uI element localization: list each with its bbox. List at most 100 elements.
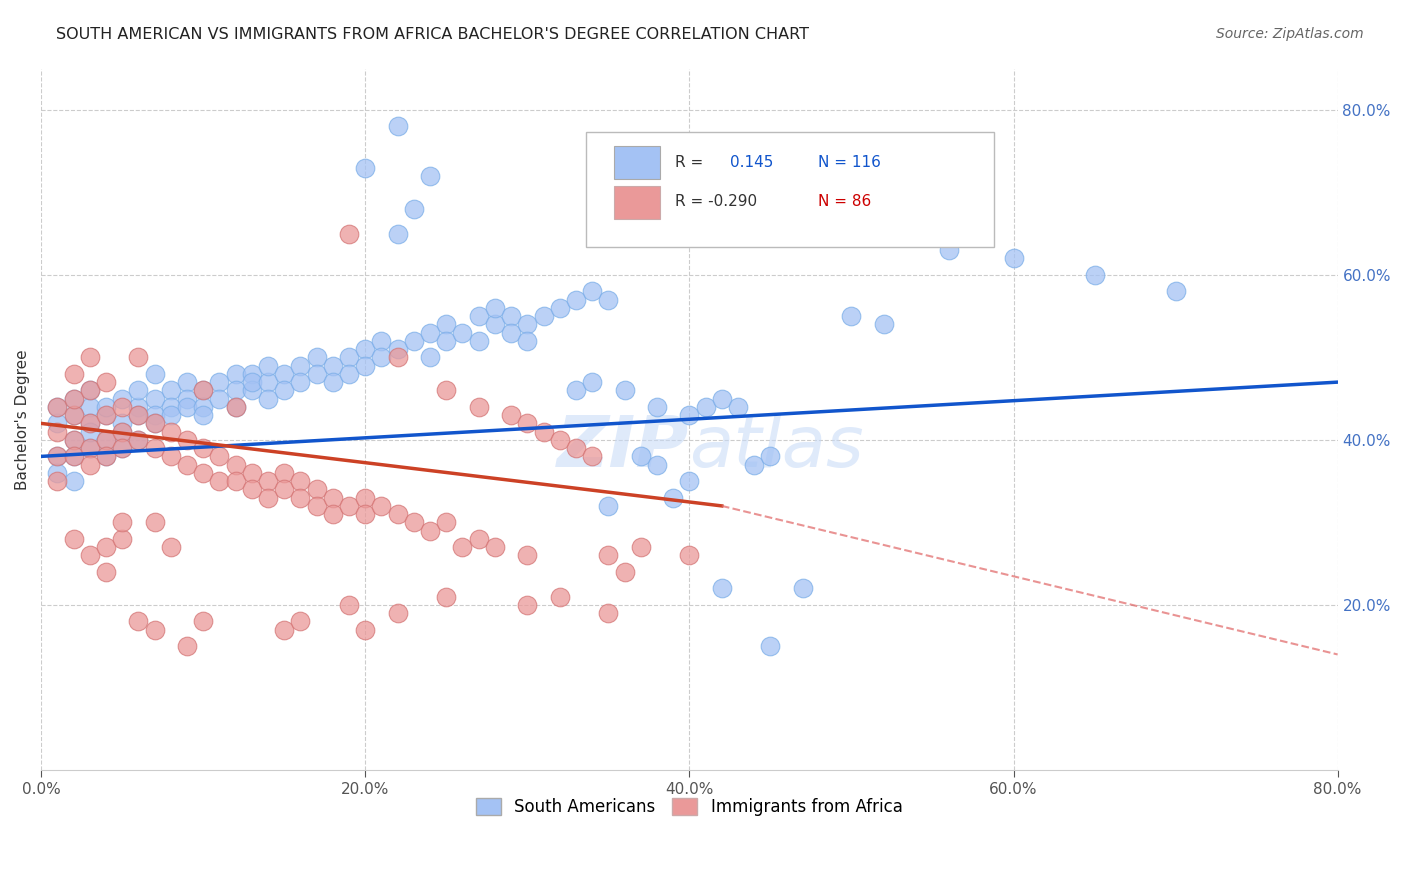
Point xyxy=(501,326,523,340)
Point xyxy=(143,367,166,381)
Point xyxy=(79,441,101,455)
Point xyxy=(290,615,312,629)
Point xyxy=(159,408,181,422)
Point xyxy=(111,441,134,455)
Point xyxy=(46,450,69,464)
Point xyxy=(111,400,134,414)
Point xyxy=(484,540,506,554)
Point xyxy=(501,408,523,422)
Point xyxy=(111,425,134,439)
Point xyxy=(305,351,328,365)
Point xyxy=(533,425,555,439)
Point xyxy=(176,400,198,414)
Point xyxy=(387,342,409,356)
Point xyxy=(645,458,668,472)
Point xyxy=(337,351,360,365)
Point xyxy=(273,384,295,398)
Point xyxy=(111,532,134,546)
Point xyxy=(143,441,166,455)
Point xyxy=(581,375,603,389)
Point xyxy=(79,384,101,398)
Point xyxy=(143,417,166,431)
Text: ZIP: ZIP xyxy=(557,413,689,482)
Point xyxy=(94,400,117,414)
Point xyxy=(143,408,166,422)
Point xyxy=(516,318,538,332)
Point xyxy=(322,491,344,505)
Point xyxy=(159,384,181,398)
Point xyxy=(193,408,215,422)
Point xyxy=(354,342,377,356)
Point xyxy=(290,474,312,488)
Point xyxy=(322,507,344,521)
Point xyxy=(565,293,588,307)
Point xyxy=(501,309,523,323)
Point xyxy=(225,400,247,414)
Point xyxy=(193,400,215,414)
Point xyxy=(94,450,117,464)
Point xyxy=(727,400,749,414)
Point xyxy=(419,524,441,538)
Point xyxy=(94,408,117,422)
Point xyxy=(143,392,166,406)
Point xyxy=(467,532,489,546)
Point xyxy=(354,161,377,175)
Point xyxy=(79,417,101,431)
Point xyxy=(678,474,700,488)
Point xyxy=(598,293,620,307)
Point xyxy=(127,400,149,414)
Point xyxy=(598,549,620,563)
Point xyxy=(354,623,377,637)
Point xyxy=(662,491,685,505)
Point xyxy=(710,582,733,596)
Point xyxy=(46,425,69,439)
Point xyxy=(240,483,263,497)
Point xyxy=(290,491,312,505)
Point xyxy=(143,623,166,637)
Point xyxy=(62,408,84,422)
Point xyxy=(94,433,117,447)
Point xyxy=(387,351,409,365)
Point xyxy=(79,458,101,472)
Point xyxy=(516,598,538,612)
Point xyxy=(565,441,588,455)
FancyBboxPatch shape xyxy=(614,186,659,219)
Point xyxy=(208,474,231,488)
Point xyxy=(434,334,457,348)
Point xyxy=(402,334,425,348)
Point xyxy=(337,598,360,612)
Point xyxy=(257,474,280,488)
Point xyxy=(354,507,377,521)
Point xyxy=(79,400,101,414)
Point xyxy=(467,309,489,323)
Point xyxy=(645,400,668,414)
Point xyxy=(387,507,409,521)
Point xyxy=(94,433,117,447)
Point xyxy=(434,590,457,604)
Point xyxy=(111,425,134,439)
Point xyxy=(290,375,312,389)
FancyBboxPatch shape xyxy=(586,132,994,247)
Text: N = 116: N = 116 xyxy=(818,155,880,170)
Point xyxy=(176,458,198,472)
Point xyxy=(354,491,377,505)
Point xyxy=(273,623,295,637)
Point xyxy=(62,450,84,464)
Point xyxy=(62,532,84,546)
Point xyxy=(387,120,409,134)
Point xyxy=(516,334,538,348)
Point xyxy=(434,384,457,398)
Point xyxy=(419,326,441,340)
Point xyxy=(370,334,392,348)
Point xyxy=(873,318,896,332)
Point xyxy=(79,384,101,398)
Point xyxy=(193,384,215,398)
Point xyxy=(484,301,506,315)
Point xyxy=(176,433,198,447)
Point xyxy=(598,606,620,620)
Point xyxy=(305,483,328,497)
Point xyxy=(273,367,295,381)
Point xyxy=(759,639,782,653)
Point xyxy=(305,499,328,513)
Text: Source: ZipAtlas.com: Source: ZipAtlas.com xyxy=(1216,27,1364,41)
